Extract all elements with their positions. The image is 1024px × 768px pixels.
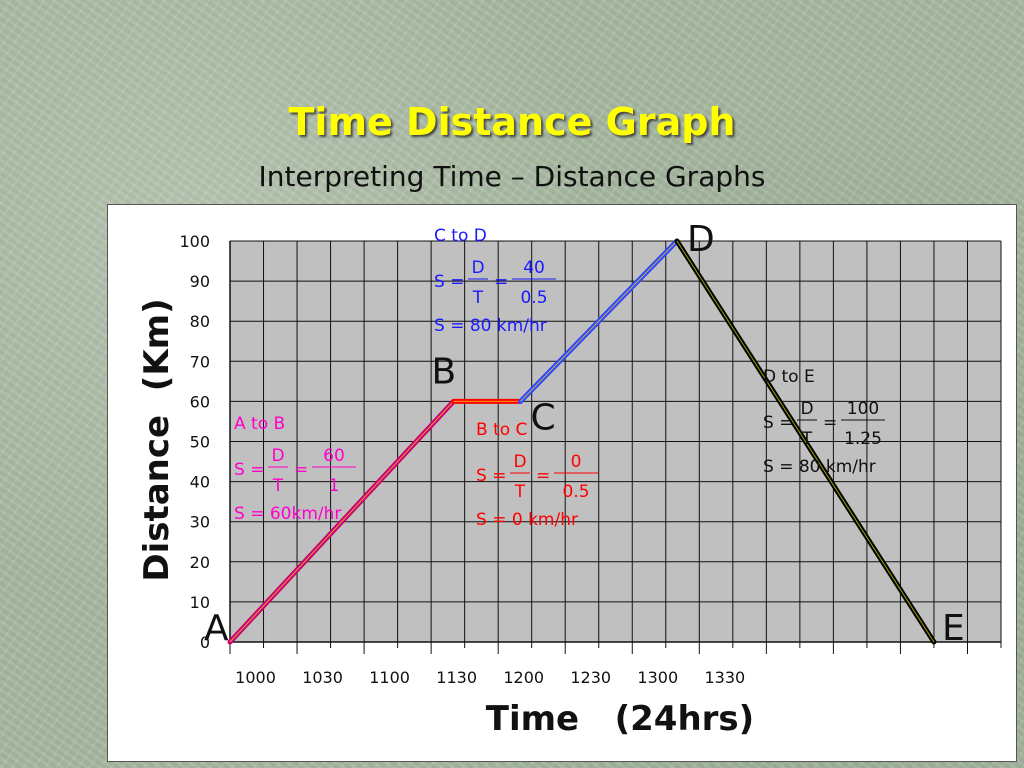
x-tick-label: 1130 <box>436 668 477 687</box>
annotation-heading: D to E <box>763 367 815 387</box>
y-tick-label: 60 <box>190 392 210 411</box>
y-tick-label: 30 <box>190 513 210 532</box>
y-tick-label: 100 <box>179 232 210 251</box>
formula-prefix: S = <box>763 413 793 433</box>
x-tick-label: 1230 <box>570 668 611 687</box>
slide-subtitle: Interpreting Time – Distance Graphs <box>258 160 766 193</box>
fraction-denominator: T <box>472 288 484 308</box>
equals-sign: = <box>494 272 508 292</box>
annotation-heading: A to B <box>234 414 285 434</box>
point-label-a: A <box>204 608 229 649</box>
segment-highlight <box>229 401 454 643</box>
x-axis-title: Time (24hrs) <box>486 699 754 739</box>
equals-sign: = <box>536 466 550 486</box>
axis-ticks: 1000 1030 1100 1130 1200 1230 1300 133001020304… <box>179 232 1002 687</box>
y-tick-label: 80 <box>190 312 210 331</box>
fraction-denominator: 0.5 <box>562 482 589 502</box>
fraction-numerator: D <box>271 446 284 466</box>
segment-highlight <box>676 240 935 643</box>
fraction-denominator: 1.25 <box>844 429 882 449</box>
slide-title: Time Distance Graph <box>288 100 736 144</box>
time-distance-chart: 1000 1030 1100 1130 1200 1230 1300 133001020304… <box>137 219 1002 739</box>
fraction-numerator: 100 <box>847 399 879 419</box>
x-tick-label: 1200 <box>503 668 544 687</box>
annotation-ab: A to B S = DT = 60 1 S = 60km/hr <box>234 414 356 524</box>
fraction-numerator: 40 <box>523 258 545 278</box>
y-tick-label: 90 <box>190 272 210 291</box>
segment-highlight <box>520 240 678 402</box>
y-tick-label: 0 <box>200 633 210 652</box>
fraction-numerator: 60 <box>323 446 345 466</box>
annotation-de: D to E S = DT = 100 1.25 S = 80 km/hr <box>763 367 885 477</box>
chart-area: 1000 1030 1100 1130 1200 1230 1300 1330 0 10 20 30 4… <box>107 204 1017 762</box>
speed-result: S = 80 km/hr <box>434 316 547 336</box>
x-tick-label: 1300 <box>637 668 678 687</box>
y-tick-label: 10 <box>190 593 210 612</box>
y-tick-label: 20 <box>190 553 210 572</box>
fraction-denominator: 1 <box>329 476 340 496</box>
fraction-numerator: D <box>471 258 484 278</box>
point-label-b: B <box>431 351 456 392</box>
speed-result: S = 80 km/hr <box>763 457 876 477</box>
fraction-denominator: 0.5 <box>520 288 547 308</box>
annotation-heading: C to D <box>434 226 487 246</box>
fraction-denominator: T <box>272 476 284 496</box>
fraction-denominator: T <box>801 429 813 449</box>
annotation-cd: C to D S = DT = 40 0.5 S = 80 km/hr <box>434 226 556 336</box>
annotation-bc: B to C S = DT = 0 0.5 S = 0 km/hr <box>476 420 598 530</box>
x-tick-label: 1030 <box>302 668 343 687</box>
y-tick-label: 70 <box>190 352 210 371</box>
equals-sign: = <box>294 460 308 480</box>
x-tick-label: 1100 <box>369 668 410 687</box>
fraction-numerator: D <box>800 399 813 419</box>
equals-sign: = <box>823 413 837 433</box>
formula-prefix: S = <box>476 466 506 486</box>
formula-prefix: S = <box>434 272 464 292</box>
fraction-denominator: T <box>514 482 526 502</box>
annotation-heading: B to C <box>476 420 527 440</box>
formula-prefix: S = <box>234 460 264 480</box>
y-tick-label: 40 <box>190 473 210 492</box>
grid-lines <box>229 240 1002 643</box>
point-label-c: C <box>531 397 556 438</box>
speed-result: S = 60km/hr <box>234 504 341 524</box>
x-tick-label: 1000 <box>235 668 276 687</box>
x-tick-label: 1330 <box>704 668 745 687</box>
line-segments <box>227 238 937 645</box>
y-axis-title: Distance (Km) <box>137 298 177 581</box>
speed-result: S = 0 km/hr <box>476 510 578 530</box>
point-label-d: D <box>687 219 715 260</box>
point-label-e: E <box>942 608 965 649</box>
fraction-numerator: D <box>513 452 526 472</box>
fraction-numerator: 0 <box>571 452 582 472</box>
y-tick-label: 50 <box>190 433 210 452</box>
